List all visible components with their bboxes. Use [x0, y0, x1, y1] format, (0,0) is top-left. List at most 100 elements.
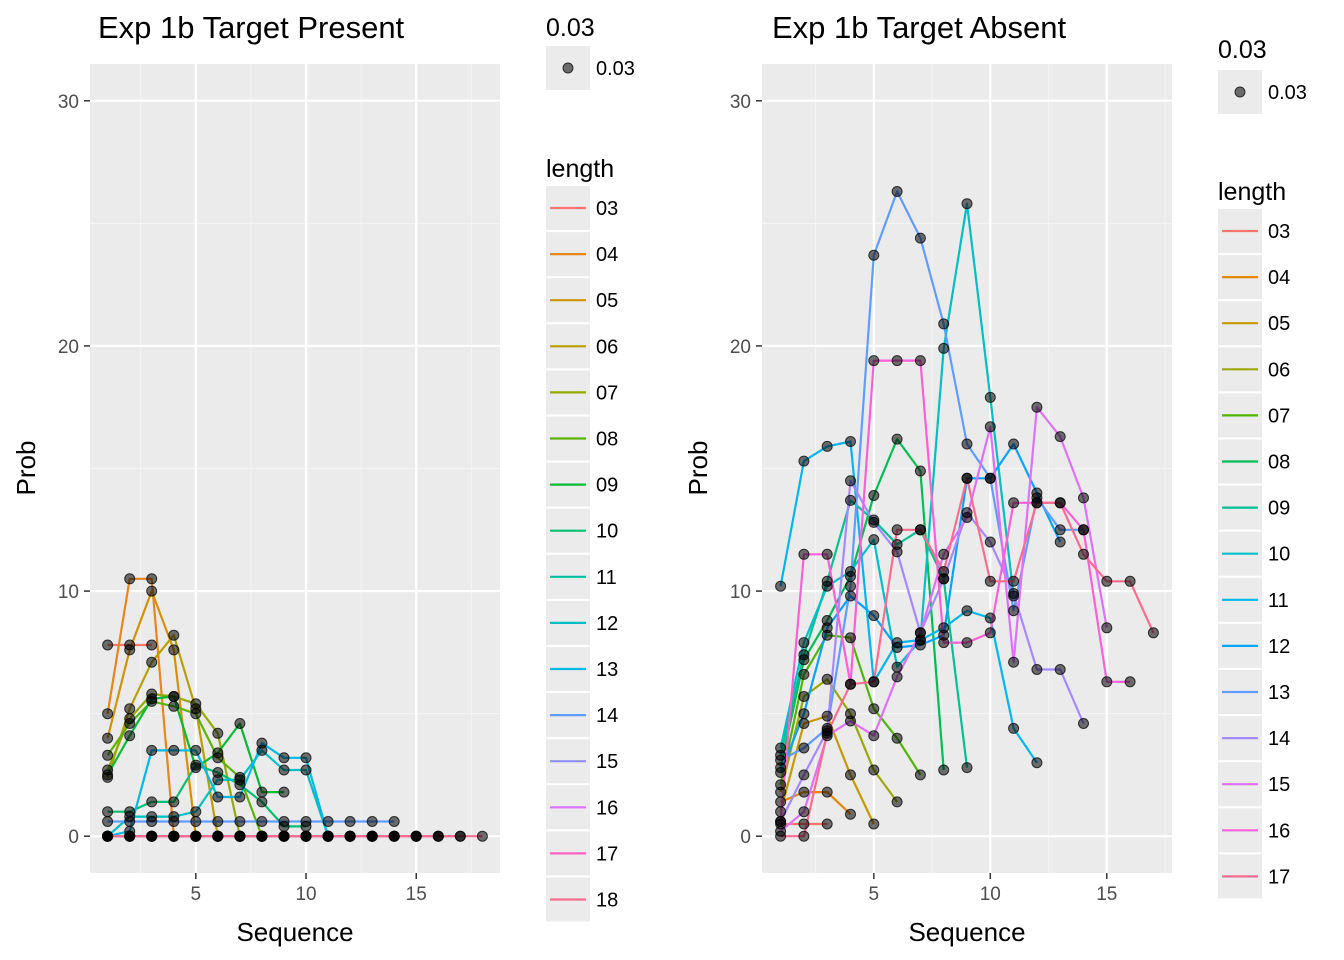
data-point — [300, 764, 312, 776]
chart-title: Exp 1b Target Present — [98, 10, 405, 45]
data-point — [300, 752, 312, 764]
data-point — [798, 548, 810, 560]
data-point — [938, 637, 950, 649]
legend: 0.030.03 length 03 04 05 06 07 08 09 10 11 12 13 14 15… — [1218, 36, 1307, 899]
y-tick-label: 30 — [58, 92, 79, 113]
size-legend-title: 0.03 — [1218, 36, 1267, 64]
data-point — [1054, 524, 1066, 536]
data-point — [845, 494, 856, 506]
color-legend-label: 14 — [1268, 728, 1290, 750]
data-point — [891, 524, 903, 536]
color-legend-label: 18 — [596, 890, 618, 912]
data-point — [938, 548, 950, 560]
data-point — [146, 693, 158, 705]
data-point — [914, 355, 926, 367]
x-tick-label: 10 — [980, 884, 1001, 905]
data-point — [124, 573, 136, 585]
data-point — [366, 830, 378, 842]
data-point — [891, 671, 903, 683]
data-point — [1031, 664, 1043, 675]
color-legend-label: 09 — [1268, 498, 1290, 520]
data-point — [234, 830, 246, 842]
data-point — [798, 455, 810, 467]
data-point — [410, 830, 422, 842]
data-point — [775, 779, 787, 791]
data-point — [984, 472, 996, 484]
data-point — [102, 639, 114, 651]
data-point — [234, 816, 246, 827]
data-point — [388, 830, 400, 842]
color-legend-label: 07 — [596, 382, 618, 404]
data-point — [322, 816, 334, 827]
data-point — [868, 764, 880, 776]
data-point — [775, 796, 787, 808]
chart-title: Exp 1b Target Absent — [772, 10, 1067, 45]
color-legend-label: 13 — [596, 659, 618, 681]
y-tick-label: 20 — [730, 337, 751, 358]
data-point — [256, 816, 268, 827]
data-point — [1054, 664, 1066, 675]
data-point — [821, 580, 833, 592]
color-legend-label: 05 — [596, 290, 618, 312]
data-point — [234, 791, 246, 803]
size-legend-point — [1234, 86, 1246, 98]
data-point — [146, 744, 158, 756]
color-legend-label: 03 — [1268, 221, 1290, 243]
data-point — [278, 786, 290, 798]
data-point — [821, 622, 833, 634]
data-point — [168, 700, 180, 712]
data-point — [1031, 757, 1043, 769]
size-legend-label: 0.03 — [1268, 82, 1307, 104]
data-point — [891, 186, 903, 197]
data-point — [798, 708, 810, 720]
data-point — [168, 629, 180, 641]
data-point — [278, 764, 290, 776]
data-point — [845, 475, 856, 487]
data-point — [102, 732, 114, 744]
data-point — [914, 627, 926, 639]
data-point — [168, 691, 180, 702]
data-point — [366, 816, 378, 827]
data-point — [190, 816, 202, 827]
size-legend-point — [562, 62, 574, 74]
data-point — [891, 796, 903, 808]
size-legend-title: 0.03 — [546, 14, 595, 42]
color-legend-title: length — [546, 155, 614, 183]
data-point — [868, 249, 880, 261]
data-point — [891, 546, 903, 558]
data-point — [1054, 497, 1066, 509]
data-point — [868, 516, 880, 528]
data-point — [798, 806, 810, 818]
data-point — [984, 391, 996, 403]
color-legend-label: 10 — [596, 521, 618, 543]
x-tick-label: 5 — [191, 884, 202, 905]
data-point — [868, 818, 880, 830]
data-point — [961, 198, 973, 210]
data-point — [278, 752, 290, 764]
color-legend-label: 07 — [1268, 405, 1290, 427]
chart-absent: Exp 1b Target Absent 5 10 15 0 10 20 30 Sequen… — [683, 10, 1307, 947]
data-point — [984, 612, 996, 624]
data-point — [1054, 431, 1066, 443]
data-point — [914, 639, 926, 651]
data-point — [146, 585, 158, 597]
series-line-04 — [106, 577, 175, 837]
data-point — [821, 440, 833, 452]
color-legend-label: 16 — [596, 797, 618, 819]
data-point — [168, 830, 180, 842]
data-point — [190, 830, 202, 842]
data-point — [256, 830, 268, 842]
y-tick-label: 30 — [730, 92, 751, 113]
data-point — [1008, 722, 1020, 734]
size-legend-label: 0.03 — [596, 58, 635, 80]
data-point — [190, 698, 202, 710]
data-point — [961, 637, 973, 649]
data-point — [212, 747, 224, 759]
color-legend-label: 14 — [596, 705, 618, 727]
data-point — [845, 769, 856, 781]
data-point — [775, 580, 787, 592]
data-point — [1101, 676, 1113, 688]
data-point — [212, 727, 224, 739]
data-point — [476, 830, 488, 842]
